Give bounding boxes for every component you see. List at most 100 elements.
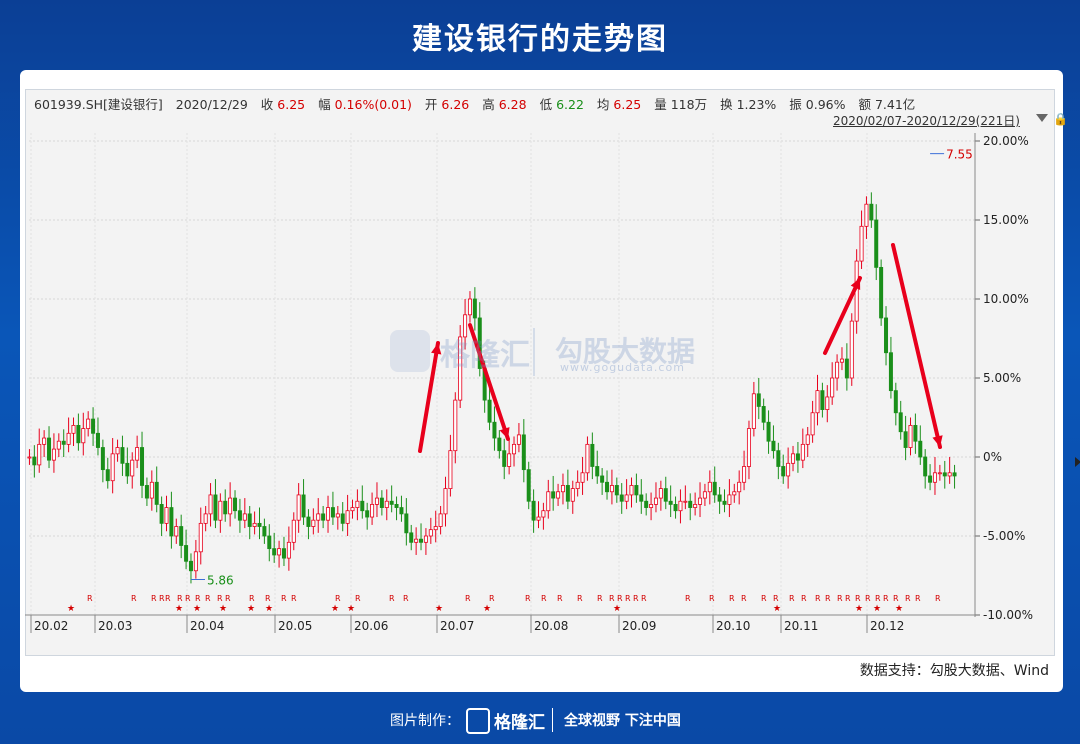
candle-body (379, 497, 384, 508)
candle-body (800, 443, 805, 461)
event-marker: R (893, 594, 899, 603)
y-tick-label: -5.00% (983, 529, 1025, 543)
candle-body (884, 317, 889, 354)
candle-body (301, 494, 306, 518)
footer-made-by: 图片制作： (390, 713, 460, 729)
event-star: ★ (613, 604, 621, 614)
candle-body (942, 472, 947, 477)
candle-body (693, 503, 698, 508)
candle-body (619, 494, 624, 502)
event-marker: R (151, 594, 157, 603)
trend-arrowhead (932, 435, 943, 447)
event-marker: R (87, 594, 93, 603)
event-marker: R (883, 594, 889, 603)
candle-body (345, 510, 350, 524)
event-marker: R (195, 594, 201, 603)
candle-body (546, 491, 551, 512)
x-tick-label: 20.03 (98, 619, 132, 633)
event-star: ★ (773, 604, 781, 614)
x-tick-label: 20.12 (870, 619, 904, 633)
event-marker: R (905, 594, 911, 603)
candle-body (585, 443, 590, 474)
candle-body (448, 450, 453, 489)
candle-body (237, 510, 242, 521)
candle-body (135, 447, 140, 461)
chevron-down-icon[interactable] (1036, 114, 1048, 122)
candle-body (898, 412, 903, 433)
candle-body (321, 513, 326, 521)
event-marker: R (577, 594, 583, 603)
candle-body (42, 437, 47, 445)
side-arrow-icon[interactable] (1075, 457, 1080, 467)
event-marker: R (557, 594, 563, 603)
candle-body (874, 219, 879, 268)
candle-body (370, 503, 375, 518)
watermark-name: 勾股大数据 (555, 335, 696, 368)
candle-body (678, 500, 683, 512)
candle-body (110, 453, 115, 482)
candle-body (590, 443, 595, 467)
watermark-separator (533, 328, 535, 376)
candle-body (702, 491, 707, 499)
candle-body (159, 503, 164, 524)
candlestick-chart: 20.00% 15.00% 10.00% 5.00% 0% -5.00% -10.00% 20… (25, 133, 1033, 633)
candle-body (521, 434, 526, 471)
event-marker: R (609, 594, 615, 603)
candle-body (32, 456, 37, 466)
candle-body (350, 507, 355, 512)
candle-body (365, 510, 370, 518)
candle-body (639, 494, 644, 502)
candle-body (144, 485, 149, 499)
candle-body (756, 393, 761, 407)
candle-body (614, 485, 619, 496)
candle-body (443, 488, 448, 515)
event-marker: R (741, 594, 747, 603)
footer-separator (552, 708, 553, 732)
event-marker: R (185, 594, 191, 603)
candle-body (791, 453, 796, 464)
x-tick-label: 20.05 (278, 619, 312, 633)
candle-body (100, 447, 105, 471)
candle-body (360, 500, 365, 512)
event-marker: R (205, 594, 211, 603)
watermark-url: www.gogudata.com (560, 361, 685, 374)
x-tick-label: 20.04 (190, 619, 224, 633)
candle-body (722, 500, 727, 505)
candle-body (771, 440, 776, 452)
candle-body (179, 526, 184, 546)
candle-body (208, 494, 213, 515)
footer: 图片制作： 格隆汇 全球视野 下注中国 (0, 706, 1080, 734)
x-tick-label: 20.11 (784, 619, 818, 633)
candle-body (849, 320, 854, 379)
candle-body (629, 485, 634, 496)
candle-body (761, 406, 766, 423)
candle-body (203, 513, 208, 524)
candle-body (164, 507, 169, 524)
candle-body (389, 500, 394, 505)
lock-icon[interactable]: 🔒 (1053, 112, 1068, 126)
x-tick-label: 20.02 (34, 619, 68, 633)
candle-body (516, 434, 521, 445)
candle-body (727, 494, 732, 505)
candle-body (937, 472, 942, 475)
candle-body (169, 507, 174, 537)
candle-body (242, 513, 247, 521)
candle-body (414, 538, 419, 543)
event-marker: R (625, 594, 631, 603)
stock-code: 601939.SH[建设银行] (34, 97, 163, 112)
event-marker: R (855, 594, 861, 603)
quote-date: 2020/12/29 (175, 97, 248, 112)
candle-body (688, 500, 693, 508)
date-range-selector[interactable]: 2020/02/07-2020/12/29(221日) (833, 114, 1020, 128)
candle-body (609, 485, 614, 493)
event-star: ★ (247, 604, 255, 614)
footer-logo-icon (466, 708, 490, 734)
candle-body (712, 481, 717, 496)
candle-body (502, 450, 507, 467)
candle-body (512, 443, 517, 455)
candle-body (732, 491, 737, 496)
event-marker: R (845, 594, 851, 603)
event-star: ★ (873, 604, 881, 614)
candle-body (188, 560, 193, 572)
candle-body (839, 358, 844, 363)
